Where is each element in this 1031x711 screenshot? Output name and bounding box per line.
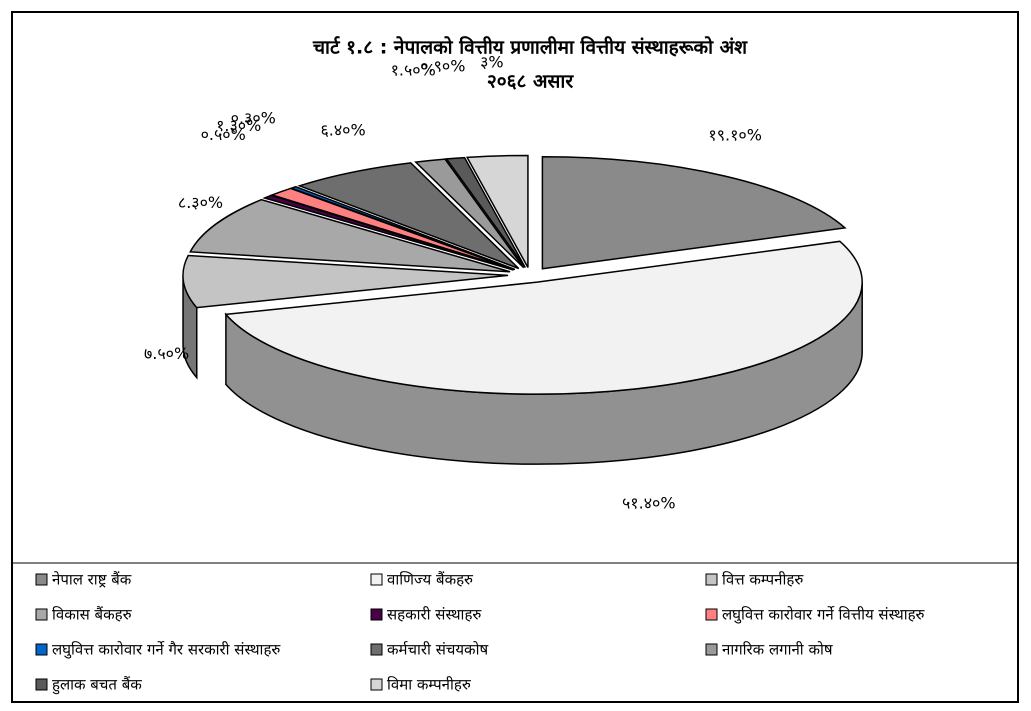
legend-swatch	[705, 573, 718, 586]
data-label: १.३०%	[216, 116, 261, 135]
data-label: ०.९०%	[420, 57, 465, 76]
legend-label: नागरिक लगानी कोष	[722, 641, 833, 659]
chart-subtitle: २०६८ असार	[487, 71, 574, 93]
slice	[465, 154, 529, 268]
data-label: ५१.४०%	[622, 493, 676, 512]
legend-label: विमा कम्पनीहरु	[387, 676, 472, 694]
data-label: ७.५०%	[144, 344, 189, 363]
legend-swatch	[705, 643, 718, 656]
data-label: १.५०%	[391, 61, 436, 80]
slice	[189, 198, 511, 273]
legend-label: हुलाक बचत बैंक	[52, 676, 142, 695]
legend-label: लघुवित्त कारोवार गर्ने वित्तीय संस्थाहरु	[722, 606, 926, 625]
slice	[182, 254, 509, 309]
legend-box	[11, 562, 1019, 703]
data-labels: १९.१०% ५१.४०% ७.५०% ८.३०% ०.५०%१.३०%०.३०% ६.४…	[144, 53, 762, 513]
legend-label: वित्त कम्पनीहरु	[722, 571, 804, 589]
slice	[224, 240, 863, 395]
slice	[289, 185, 516, 271]
legend-label: विकास बैंकहरु	[52, 606, 133, 624]
legend: नेपाल राष्ट्र बैंक वाणिज्य बैंकहरु वित्त क…	[35, 571, 926, 695]
legend-label: लघुवित्त कारोवार गर्ने गैर सरकारी संस्था…	[52, 641, 281, 660]
legend-label: कर्मचारी संचयकोष	[387, 641, 488, 659]
legend-label: नेपाल राष्ट्र बैंक	[52, 571, 132, 589]
chart-title: चार्ट १.८ : नेपालको वित्तीय प्रणालीमा वि…	[312, 36, 748, 59]
slice	[297, 162, 520, 270]
legend-swatch	[35, 573, 48, 586]
slice	[414, 158, 525, 269]
legend-label: सहकारी संस्थाहरु	[387, 606, 482, 624]
data-label: ८.३०%	[178, 193, 223, 212]
legend-swatch	[370, 643, 383, 656]
slice	[445, 156, 526, 269]
data-label: १९.१०%	[708, 126, 762, 145]
slice-tops	[182, 154, 863, 395]
legend-swatch	[35, 643, 48, 656]
legend-swatch	[705, 608, 718, 621]
legend-swatch	[35, 608, 48, 621]
data-label: ६.४०%	[320, 120, 365, 139]
legend-swatch	[35, 678, 48, 691]
data-label: ३%	[480, 53, 504, 72]
legend-label: वाणिज्य बैंकहरु	[387, 571, 474, 589]
legend-swatch	[370, 608, 383, 621]
data-label: ०.३०%	[231, 109, 276, 128]
data-label: ०.५०%	[201, 125, 246, 144]
legend-swatch	[370, 678, 383, 691]
slice	[541, 155, 847, 270]
legend-swatch	[370, 573, 383, 586]
